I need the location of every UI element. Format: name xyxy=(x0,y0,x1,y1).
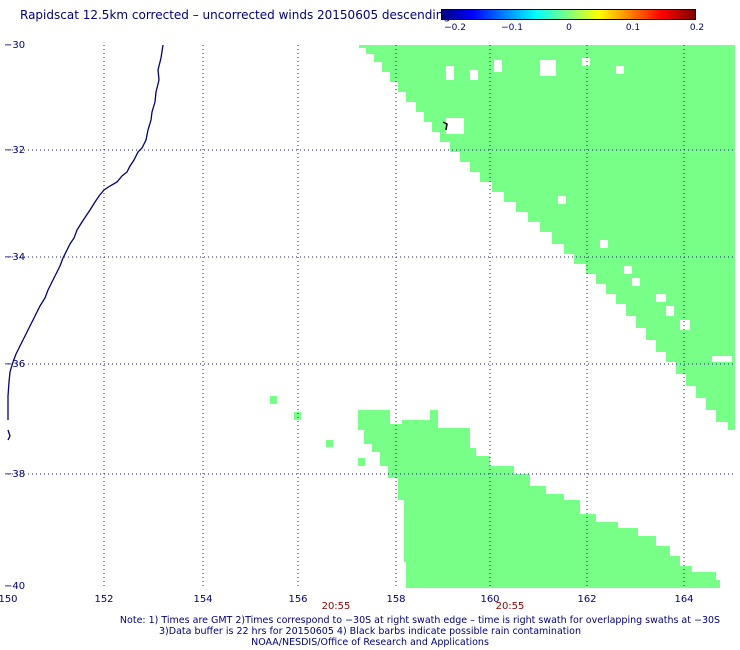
coastline-fragment xyxy=(7,429,11,441)
colorbar-tick-label: 0.2 xyxy=(689,23,705,33)
lat-tick-label: −40 xyxy=(4,581,25,592)
rain-barb-icon xyxy=(442,121,448,131)
colorbar-tick-label: −0.1 xyxy=(501,23,523,33)
swath-time-label: 20:55 xyxy=(496,601,525,612)
lat-axis: −30 −32 −34 −36 −38 −40 xyxy=(4,40,25,592)
footnote: Note: 1) Times are GMT 2)Times correspon… xyxy=(0,615,740,648)
wind-cell xyxy=(326,440,333,447)
wind-cell xyxy=(358,458,365,466)
lat-tick-label: −30 xyxy=(4,40,25,51)
lon-tick-label: 162 xyxy=(577,594,596,605)
wind-swath-north xyxy=(359,45,735,430)
colorbar-tick-label: −0.2 xyxy=(444,23,466,33)
map-title: Rapidscat 12.5km corrected – uncorrected… xyxy=(20,8,451,22)
wind-cell xyxy=(294,412,301,420)
data-gap-markers xyxy=(446,58,732,362)
color-scale-bar xyxy=(441,9,696,21)
wind-cell xyxy=(270,396,277,404)
swath-time-label: 20:55 xyxy=(322,601,351,612)
colorbar-tick-label: 0 xyxy=(566,23,572,33)
coastline xyxy=(7,44,164,420)
lat-tick-label: −36 xyxy=(4,359,25,370)
lat-tick-label: −34 xyxy=(4,252,25,263)
lon-tick-label: 156 xyxy=(288,594,307,605)
colorbar-tick-label: 0.1 xyxy=(625,23,641,33)
lon-tick-label: 158 xyxy=(386,594,405,605)
wind-swath-south xyxy=(358,410,720,588)
lat-tick-label: −32 xyxy=(4,145,25,156)
lon-tick-label: 160 xyxy=(480,594,499,605)
wind-map: −30 −32 −34 −36 −38 −40 150 152 154 156 … xyxy=(0,40,735,612)
footnote-line: Note: 1) Times are GMT 2)Times correspon… xyxy=(119,615,721,626)
lon-tick-label: 164 xyxy=(674,594,693,605)
lon-axis: 150 152 154 156 158 160 162 164 xyxy=(0,594,694,605)
footnote-line: 3)Data buffer is 22 hrs for 20150605 4) … xyxy=(159,626,581,637)
lon-tick-label: 152 xyxy=(94,594,113,605)
lon-tick-label: 150 xyxy=(0,594,18,605)
color-gradient xyxy=(441,9,696,20)
credit-line: NOAA/NESDIS/Office of Research and Appli… xyxy=(251,637,489,648)
lat-tick-label: −38 xyxy=(4,469,25,480)
lon-tick-label: 154 xyxy=(193,594,212,605)
